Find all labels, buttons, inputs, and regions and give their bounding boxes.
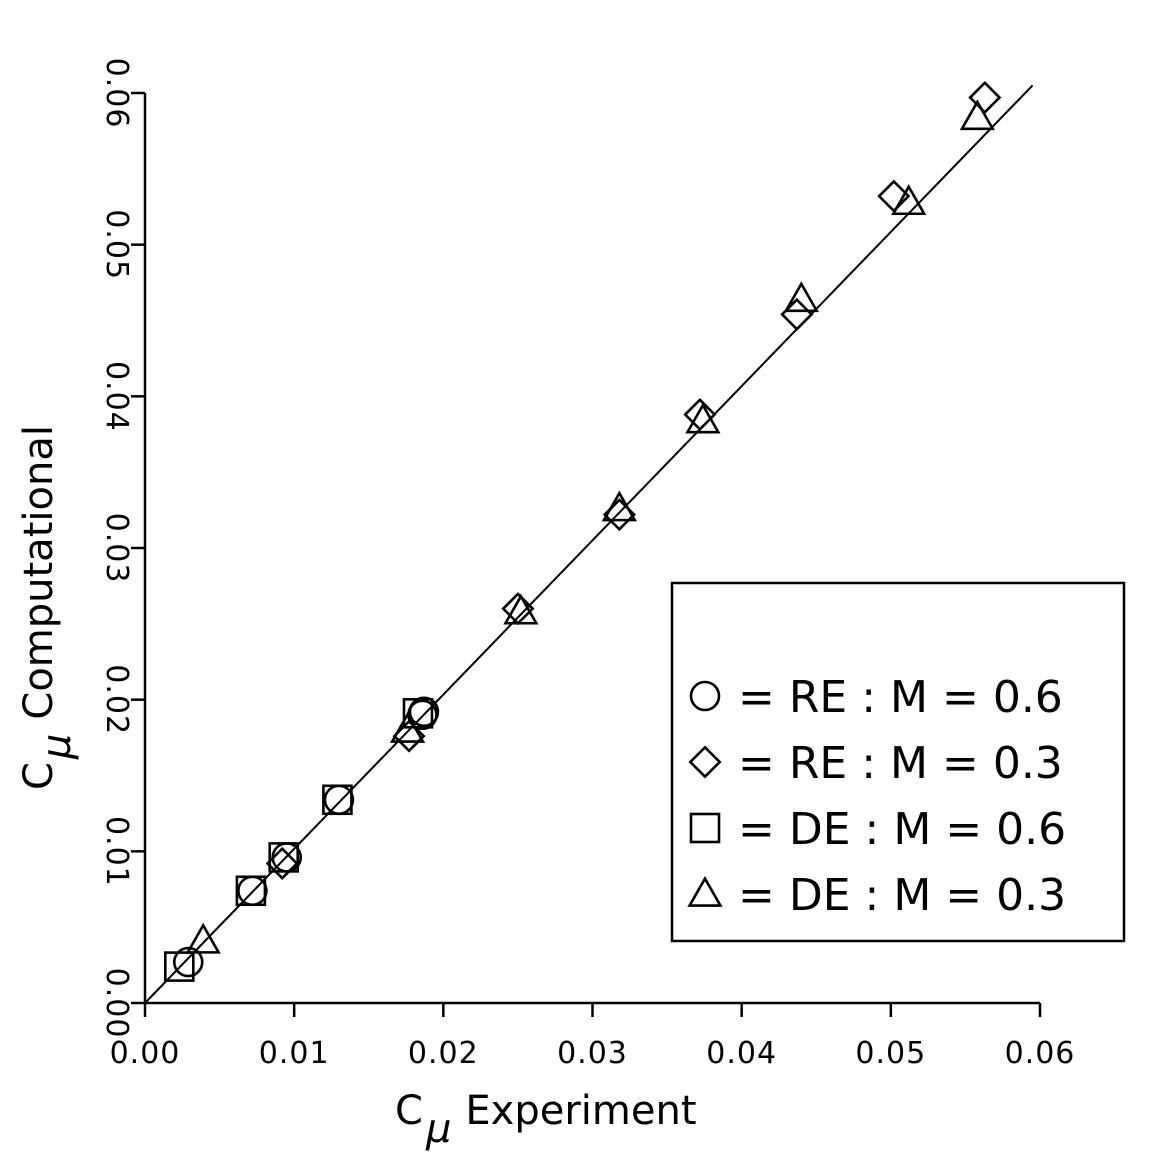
legend-box <box>670 581 1126 943</box>
y-tick-label: 0.00 <box>99 968 134 1039</box>
legend-marker-square <box>689 812 721 844</box>
legend-marker-circle <box>689 680 721 712</box>
reference-line-group <box>144 84 1034 1004</box>
x-tick-label: 0.01 <box>259 1036 330 1071</box>
legend-marker-triangle <box>687 875 723 907</box>
x-tick-label: 0.05 <box>855 1036 926 1071</box>
axes: 0.00 0.01 0.02 0.03 0.04 0.05 0.06 0.00 0.01 0.02… <box>99 58 1076 1071</box>
legend-label: = DE : M = 0.6 <box>738 804 1066 855</box>
data-point-triangle <box>685 402 721 434</box>
x-tick-label: 0.00 <box>110 1036 181 1071</box>
legend-marker-diamond <box>688 745 722 779</box>
y-tick-label: 0.02 <box>99 664 134 735</box>
reference-line <box>144 84 1034 1004</box>
data-point-triangle <box>783 281 819 313</box>
data-point-square <box>322 784 353 816</box>
x-axis-title: Cμ Experiment <box>395 1088 697 1152</box>
legend-label: = RE : M = 0.3 <box>738 738 1063 789</box>
data-point-circle <box>172 946 204 978</box>
x-tick-label: 0.04 <box>706 1036 777 1071</box>
data-point-triangle <box>959 99 995 131</box>
y-axis-title-subscript: μ <box>34 734 80 760</box>
data-point-diamond <box>780 297 814 331</box>
x-tick-label: 0.02 <box>408 1036 479 1071</box>
legend-entries: = RE : M = 0.6 = RE : M = 0.3 = DE : M = 0… <box>687 672 1066 921</box>
x-tick-label: 0.06 <box>1005 1036 1076 1071</box>
x-axis-title-subscript: μ <box>425 1106 451 1152</box>
data-point-diamond <box>265 846 299 881</box>
y-axis-title: CμComputational <box>16 425 80 790</box>
data-point-diamond <box>602 498 636 532</box>
y-tick-label: 0.05 <box>99 209 134 280</box>
data-point-diamond <box>968 81 1002 115</box>
x-tick-label: 0.03 <box>557 1036 628 1071</box>
data-point-diamond <box>683 397 717 432</box>
data-point-square <box>268 842 300 873</box>
data-point-triangle <box>503 593 539 625</box>
data-point-square <box>164 951 195 982</box>
y-tick-label: 0.03 <box>99 513 134 584</box>
data-point-triangle <box>389 711 426 743</box>
legend-label: = RE : M = 0.6 <box>738 672 1063 723</box>
y-tick-label: 0.06 <box>99 58 134 129</box>
data-point-triangle <box>601 490 637 522</box>
legend-label: = DE : M = 0.3 <box>738 870 1066 921</box>
data-points <box>164 81 1002 982</box>
data-point-circle <box>323 784 355 816</box>
y-tick-label: 0.04 <box>99 361 134 432</box>
data-point-square <box>235 875 267 907</box>
data-point-triangle <box>891 184 927 216</box>
data-point-triangle <box>185 922 221 954</box>
legend: = RE : M = 0.6 = RE : M = 0.3 = DE : M = 0… <box>670 581 1126 943</box>
data-point-square <box>402 698 434 729</box>
y-tick-label: 0.01 <box>99 816 134 887</box>
